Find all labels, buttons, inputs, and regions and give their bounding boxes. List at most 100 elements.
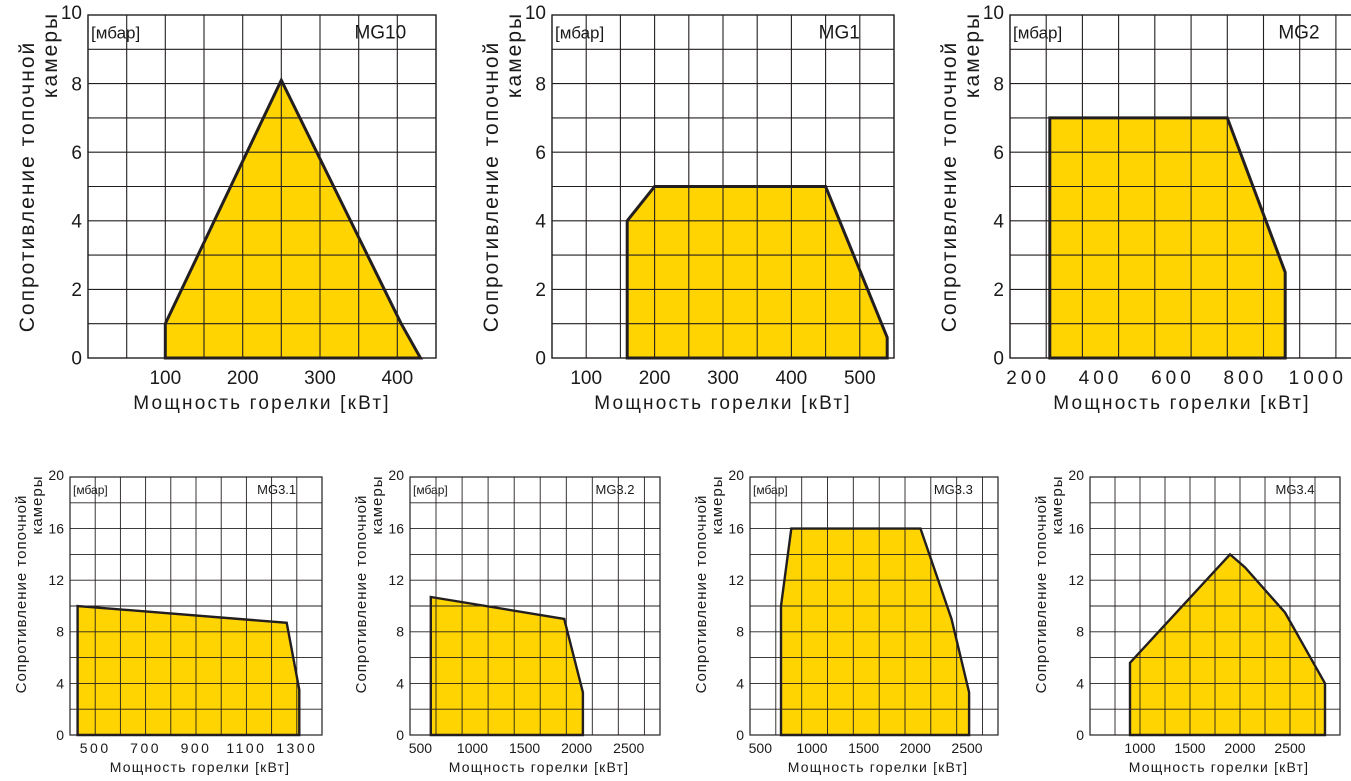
y-axis-label-line-2: камеры xyxy=(29,475,46,534)
operating-area-outline xyxy=(1128,552,1327,737)
x-axis-label: Мощность горелки [кВт] xyxy=(133,393,391,414)
y-tick-label: 12 xyxy=(48,572,64,588)
y-tick-label: 8 xyxy=(993,74,1004,95)
x-tick-label: 400 xyxy=(1079,368,1123,389)
x-tick-label: 1300 xyxy=(276,740,317,756)
y-axis-label-line-2: камеры xyxy=(709,475,726,534)
y-axis-label-line-2: камеры xyxy=(961,12,984,98)
x-tick-label: 400 xyxy=(381,368,413,389)
x-axis-label: Мощность горелки [кВт] xyxy=(110,759,291,775)
x-tick-label: 700 xyxy=(130,740,161,756)
x-tick-label: 300 xyxy=(707,368,739,389)
x-tick-label: 1500 xyxy=(509,740,540,756)
x-tick-label: 500 xyxy=(80,740,111,756)
y-tick-label: 0 xyxy=(993,349,1004,370)
y-axis-label: Сопротивление топочной xyxy=(480,41,503,333)
x-tick-label: 1000 xyxy=(457,740,488,756)
y-tick-label: 4 xyxy=(993,211,1004,232)
chart-title: MG10 xyxy=(354,22,406,43)
y-tick-label: 2 xyxy=(993,280,1004,301)
x-tick-label: 2500 xyxy=(1274,740,1305,756)
y-tick-label: 6 xyxy=(993,143,1004,164)
y-axis-label-line-1: Сопротивление топочной xyxy=(693,495,710,694)
x-tick-label: 1100 xyxy=(226,740,266,756)
operating-area-outline xyxy=(779,527,971,737)
x-tick-label: 300 xyxy=(304,368,336,389)
y-axis-label: Сопротивление топочной xyxy=(353,495,370,694)
chart-title: MG3.1 xyxy=(257,482,296,497)
y-axis-label: Сопротивление топочной xyxy=(16,41,39,333)
chart-5: [мбар] MG3.2 0 4 8 12 16 20 500 1000 1500 2000 2500 М… xyxy=(353,467,661,775)
y-tick-label: 4 xyxy=(535,211,546,232)
y-tick-label: 20 xyxy=(48,467,64,483)
x-axis-label: Мощность горелки [кВт] xyxy=(788,759,969,775)
x-tick-label: 200 xyxy=(639,368,671,389)
x-tick-label: 600 xyxy=(1151,368,1195,389)
y-tick-label: 8 xyxy=(71,74,82,95)
y-axis-label-line-1: Сопротивление топочной xyxy=(13,495,30,694)
y-tick-label: 8 xyxy=(396,624,404,640)
y-tick-label: 4 xyxy=(71,211,82,232)
operating-area-outline xyxy=(625,185,889,360)
x-tick-label: 1000 xyxy=(1289,368,1347,389)
chart-title: MG3.3 xyxy=(934,482,973,497)
x-tick-label: 400 xyxy=(776,368,808,389)
operating-area-outline xyxy=(429,595,585,737)
unit-label: [мбар] xyxy=(73,483,108,497)
x-tick-label: 500 xyxy=(409,740,433,756)
x-axis-label: Мощность горелки [кВт] xyxy=(449,759,630,775)
operating-area-outline xyxy=(1048,116,1287,360)
y-axis-label: Сопротивление топочной xyxy=(693,495,710,694)
y-tick-label: 16 xyxy=(1068,521,1084,537)
x-tick-label: 500 xyxy=(749,740,773,756)
x-tick-label: 200 xyxy=(1006,368,1050,389)
y-axis-label: Сопротивление топочной xyxy=(938,41,961,333)
unit-label: [мбар] xyxy=(91,23,140,42)
y-axis-label-line-2: камеры xyxy=(39,12,62,98)
y-tick-label: 16 xyxy=(728,521,744,537)
y-axis-label-line-1: Сопротивление топочной xyxy=(938,41,961,333)
chart-1: [мбар] MG10 0 2 4 6 8 10 100 200 300 400 Мощность го… xyxy=(16,3,437,414)
x-tick-label: 100 xyxy=(149,368,181,389)
x-tick-label: 1500 xyxy=(848,740,879,756)
y-tick-label: 16 xyxy=(388,521,404,537)
x-tick-label: 2000 xyxy=(1224,740,1255,756)
y-axis-label-line-2: камеры xyxy=(503,12,526,98)
y-tick-label: 4 xyxy=(56,675,64,691)
x-tick-label: 2500 xyxy=(951,740,982,756)
operating-area-outline xyxy=(163,76,424,360)
operating-area-fill xyxy=(77,606,300,735)
x-tick-label: 2000 xyxy=(561,740,592,756)
y-axis-label: Сопротивление топочной xyxy=(13,495,30,694)
y-tick-label: 4 xyxy=(736,675,744,691)
chart-title: MG1 xyxy=(819,22,860,43)
operating-area-fill xyxy=(1130,554,1325,735)
chart-4: [мбар] MG3.1 0 4 8 12 16 20 500 700 900 1100 1300 Мощ… xyxy=(13,467,323,775)
y-tick-label: 0 xyxy=(71,349,82,370)
x-tick-label: 100 xyxy=(570,368,602,389)
y-axis-label-line-2: камеры xyxy=(1049,475,1066,534)
x-tick-label: 900 xyxy=(181,740,212,756)
x-tick-label: 1000 xyxy=(1124,740,1155,756)
y-tick-label: 20 xyxy=(1068,467,1084,483)
y-tick-label: 2 xyxy=(71,280,82,301)
y-tick-label: 6 xyxy=(71,143,82,164)
chart-2: [мбар] MG1 0 2 4 6 8 10 100 200 300 400 500 Мощность … xyxy=(480,3,895,414)
y-axis-label-line-1: Сопротивление топочной xyxy=(16,41,39,333)
x-tick-label: 1000 xyxy=(796,740,827,756)
y-tick-label: 20 xyxy=(728,467,744,483)
chart-3: [мбар] MG2 0 2 4 6 8 10 200 400 600 800 1000 Мощность… xyxy=(938,3,1351,414)
y-axis-label-line-1: Сопротивление топочной xyxy=(1033,495,1050,694)
y-tick-label: 10 xyxy=(983,3,1004,24)
y-tick-label: 0 xyxy=(1076,727,1084,743)
unit-label: [мбар] xyxy=(1013,23,1062,42)
y-tick-label: 20 xyxy=(388,467,404,483)
y-tick-label: 2 xyxy=(535,280,546,301)
y-axis-label-line-1: Сопротивление топочной xyxy=(480,41,503,333)
y-tick-label: 0 xyxy=(56,727,64,743)
y-tick-label: 8 xyxy=(535,74,546,95)
chart-title: MG3.2 xyxy=(595,482,634,497)
y-tick-label: 4 xyxy=(1076,675,1084,691)
